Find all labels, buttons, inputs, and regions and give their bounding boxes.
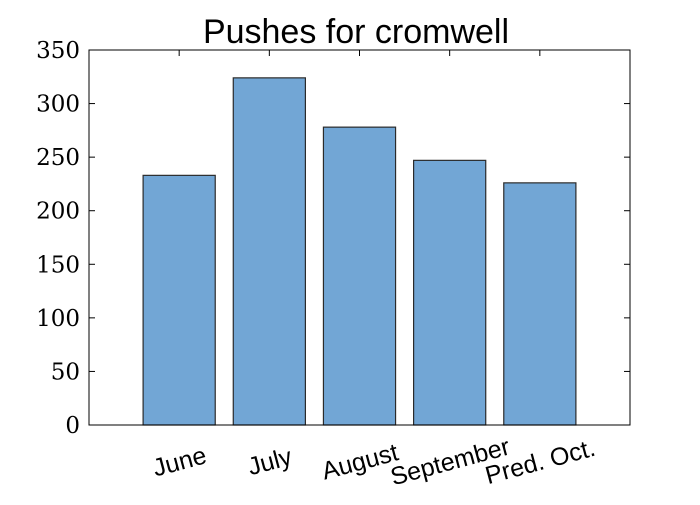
y-tick-label: 150 (36, 252, 80, 278)
bars (142, 77, 577, 426)
x-tick-label: June (150, 441, 210, 482)
bar-pred-oct (503, 182, 577, 426)
chart-title: Pushes for cromwell (203, 13, 509, 51)
y-tick-label: 50 (51, 359, 80, 385)
y-tick-label: 100 (36, 306, 80, 332)
bar-september (413, 159, 487, 426)
x-tick-label: July (245, 443, 296, 482)
plot-area-frame (88, 49, 631, 426)
y-tick-label: 350 (36, 38, 80, 64)
x-tick-label: August (319, 438, 401, 485)
y-tick-label: 200 (36, 199, 80, 225)
y-tick-label: 250 (36, 145, 80, 171)
bar-august (322, 126, 397, 426)
y-tick-label: 300 (36, 92, 80, 118)
y-tick-label: 0 (65, 413, 80, 439)
bar-july (232, 77, 306, 426)
y-tick-labels: 0 50 100 150 200 250 300 350 (36, 38, 80, 439)
bar-june (142, 174, 216, 426)
